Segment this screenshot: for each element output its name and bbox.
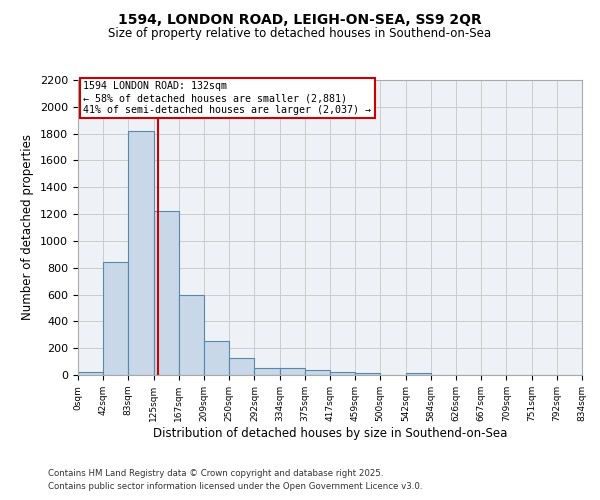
Bar — [78, 372, 103, 375]
Bar — [179, 294, 205, 375]
Bar — [254, 368, 280, 375]
Y-axis label: Number of detached properties: Number of detached properties — [22, 134, 34, 320]
Bar — [355, 373, 380, 375]
Bar — [406, 373, 431, 375]
Bar — [103, 262, 128, 375]
X-axis label: Distribution of detached houses by size in Southend-on-Sea: Distribution of detached houses by size … — [153, 426, 507, 440]
Bar — [154, 212, 179, 375]
Text: Size of property relative to detached houses in Southend-on-Sea: Size of property relative to detached ho… — [109, 28, 491, 40]
Text: 1594, LONDON ROAD, LEIGH-ON-SEA, SS9 2QR: 1594, LONDON ROAD, LEIGH-ON-SEA, SS9 2QR — [118, 12, 482, 26]
Bar — [229, 358, 254, 375]
Bar — [280, 368, 305, 375]
Bar — [305, 370, 330, 375]
Text: Contains public sector information licensed under the Open Government Licence v3: Contains public sector information licen… — [48, 482, 422, 491]
Text: Contains HM Land Registry data © Crown copyright and database right 2025.: Contains HM Land Registry data © Crown c… — [48, 468, 383, 477]
Text: 1594 LONDON ROAD: 132sqm
← 58% of detached houses are smaller (2,881)
41% of sem: 1594 LONDON ROAD: 132sqm ← 58% of detach… — [83, 82, 371, 114]
Bar — [205, 341, 229, 375]
Bar — [128, 131, 154, 375]
Bar — [330, 372, 355, 375]
